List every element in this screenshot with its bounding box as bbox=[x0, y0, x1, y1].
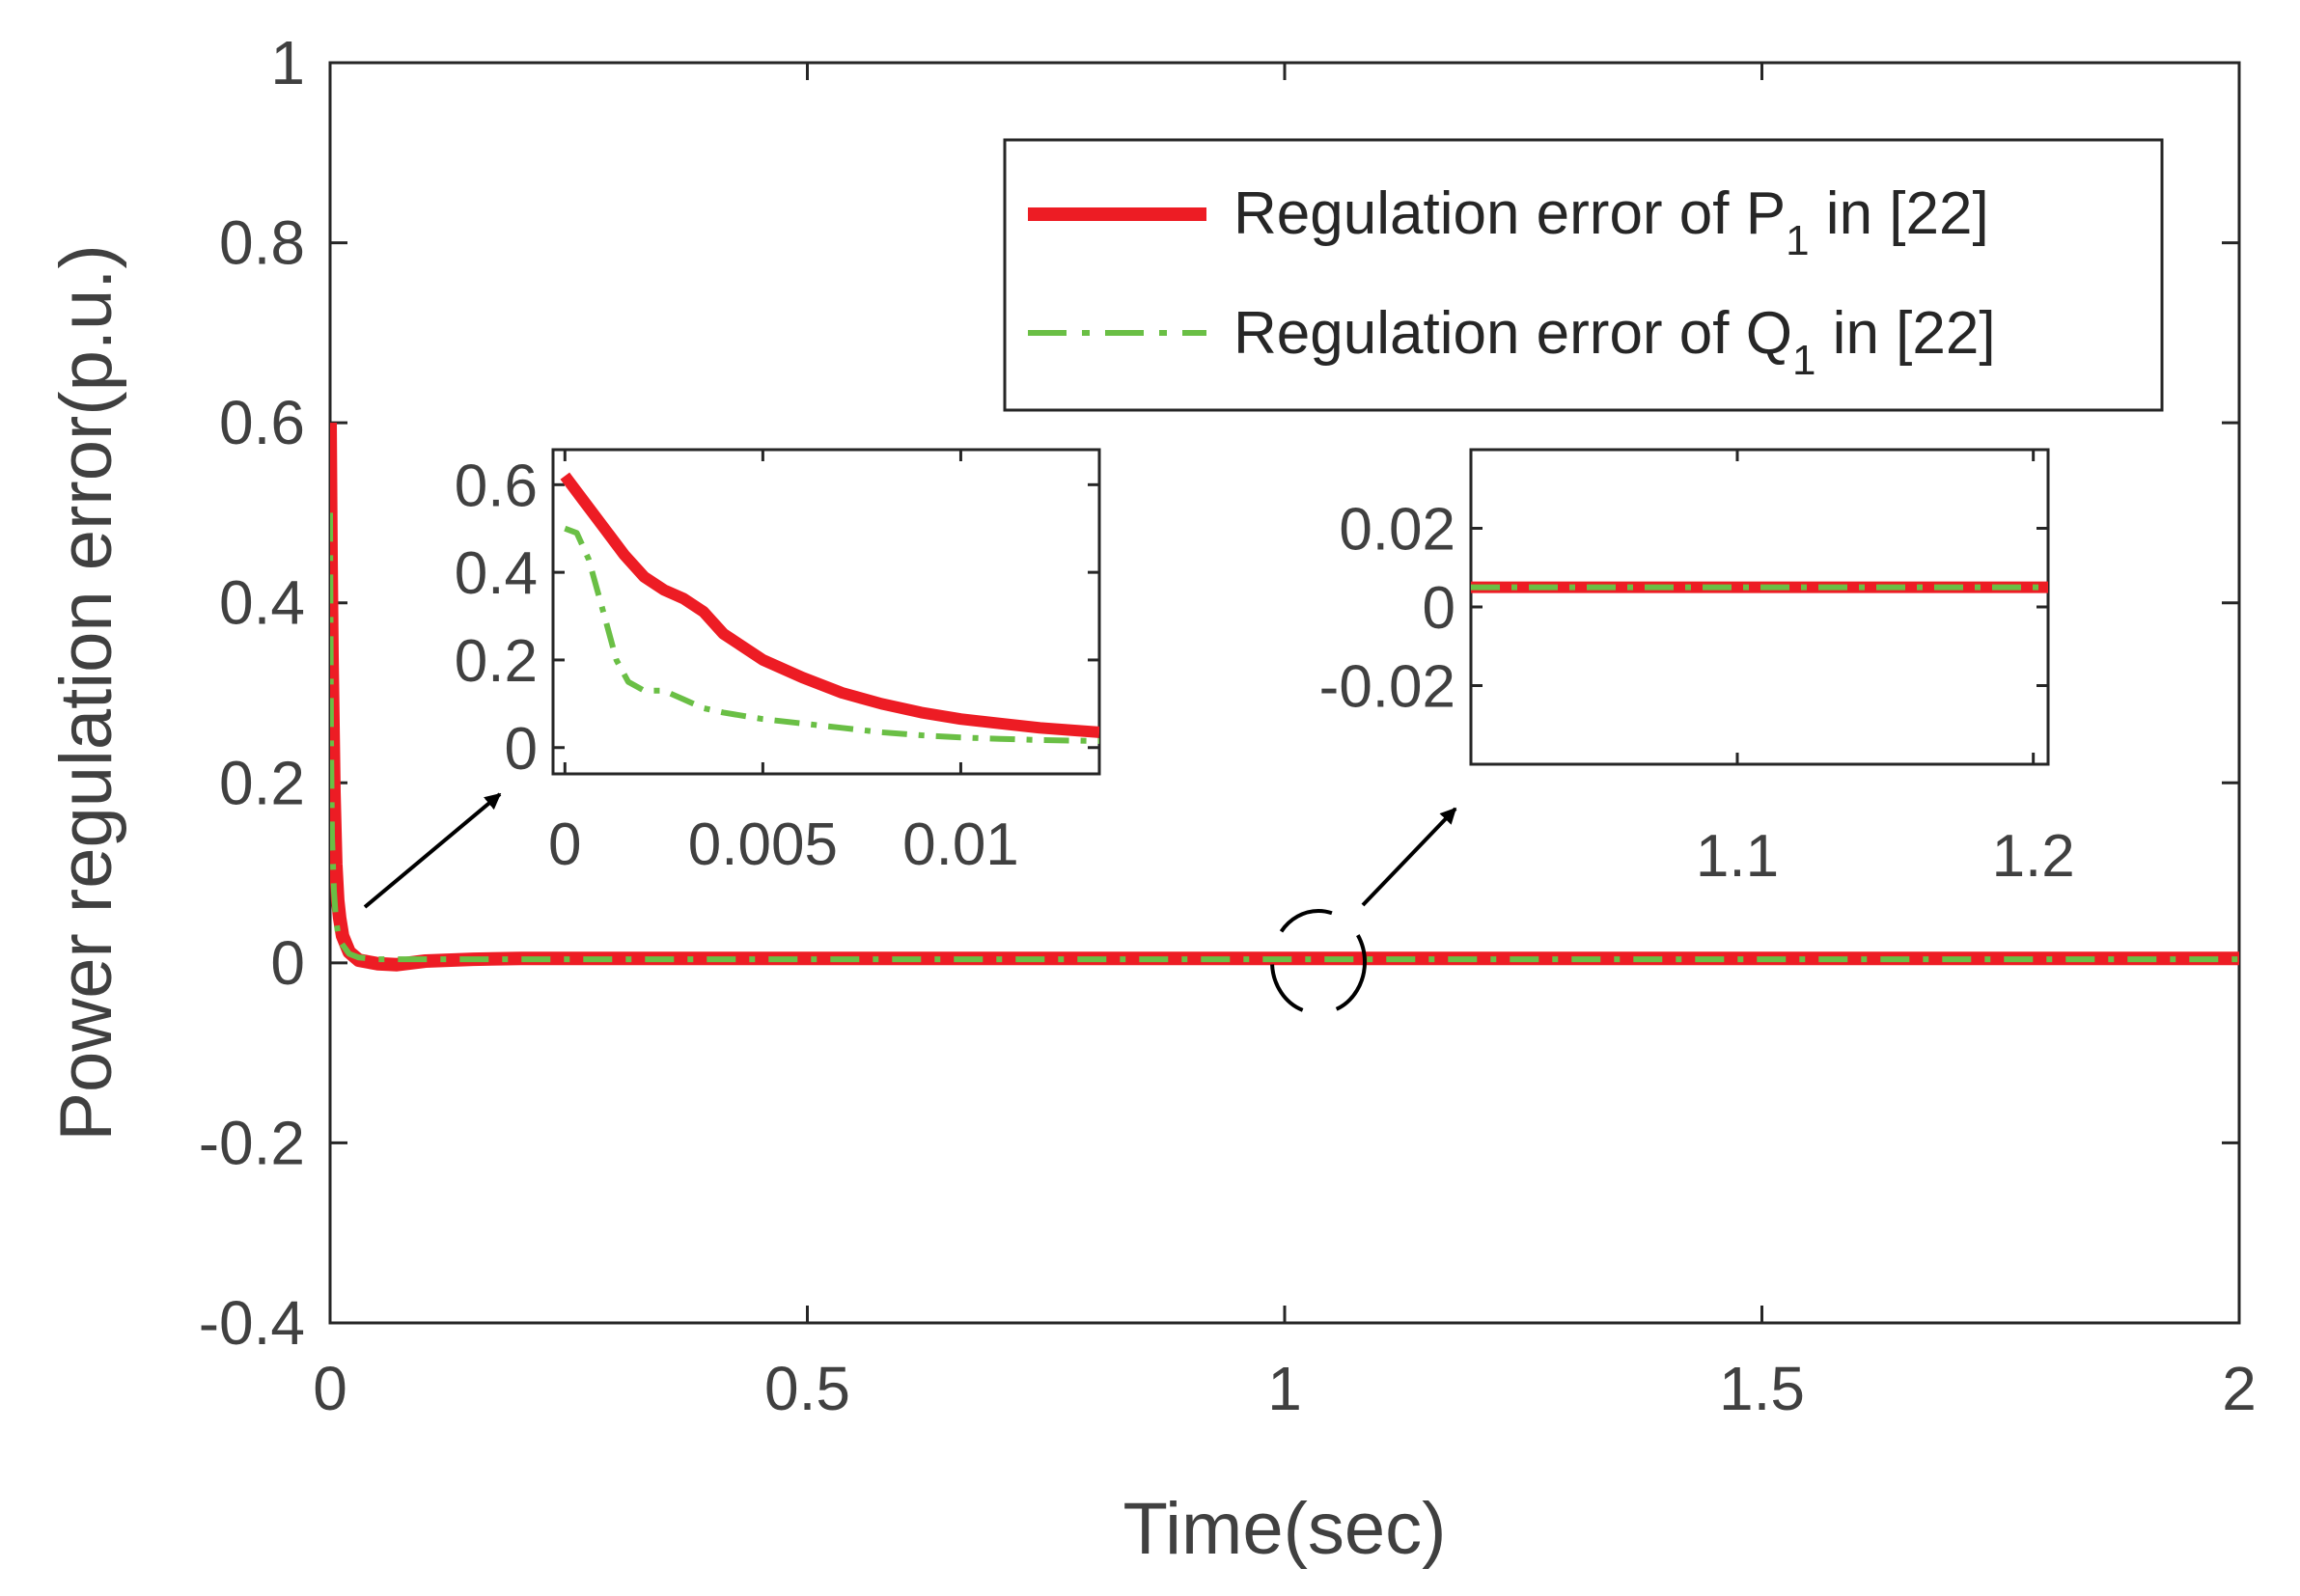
inset1-ticks: 0 0.005 0.01 0 0.2 0.4 0.6 bbox=[455, 450, 1099, 878]
main-ytick-label: 1 bbox=[270, 28, 305, 97]
main-ytick-label: 0.6 bbox=[219, 388, 305, 457]
main-ytick-label: 0.2 bbox=[219, 748, 305, 817]
inset2-ytick-label: 0.02 bbox=[1339, 497, 1455, 564]
y-axis-label: Power regulation error(p.u.) bbox=[45, 244, 127, 1141]
main-xtick-label: 2 bbox=[2222, 1354, 2257, 1423]
inset-zoom-start: 0 0.005 0.01 0 0.2 0.4 0.6 bbox=[455, 448, 1101, 878]
main-ytick-label: 0.8 bbox=[219, 208, 305, 278]
inset1-xtick-label: 0.01 bbox=[902, 812, 1019, 878]
main-xtick-label: 1 bbox=[1267, 1354, 1302, 1423]
main-ytick-label: 0 bbox=[270, 928, 305, 998]
inset1-series bbox=[560, 472, 1099, 744]
x-axis-label: Time(sec) bbox=[1123, 1488, 1447, 1570]
inset1-ytick-label: 0.4 bbox=[455, 540, 538, 607]
main-ytick-label: -0.2 bbox=[199, 1108, 305, 1177]
inset2-xtick-label: 1.2 bbox=[1992, 823, 2075, 890]
inset1-xtick-label: 0.005 bbox=[688, 812, 838, 878]
annotations bbox=[363, 792, 1457, 1015]
inset2-ytick-label: 0 bbox=[1423, 575, 1455, 642]
main-ytick-label: -0.4 bbox=[199, 1288, 305, 1358]
main-xtick-label: 1.5 bbox=[1719, 1354, 1805, 1423]
inset2-ytick-label: -0.02 bbox=[1319, 654, 1455, 721]
main-series-regulation-error-of-q bbox=[330, 512, 2239, 963]
legend-box bbox=[1003, 138, 2164, 412]
main-xtick-label: 0.5 bbox=[764, 1354, 850, 1423]
inset2-plot-area bbox=[1469, 448, 2050, 766]
inset1-ytick-label: 0.6 bbox=[455, 453, 538, 519]
inset-zoom-steady: 1.1 1.2 -0.02 0 0.02 bbox=[1319, 448, 2075, 890]
inset2-xtick-label: 1.1 bbox=[1696, 823, 1779, 890]
legend-q-label: Regulation error of Q1 in [22] bbox=[1233, 300, 1996, 384]
inset2-ticks: 1.1 1.2 -0.02 0 0.02 bbox=[1319, 450, 2075, 890]
dashed-circle-at-t1 bbox=[1270, 909, 1367, 1015]
main-ticks: 0 0.5 1 1.5 2 -0.4 -0.2 0 0.2 0.4 0.6 0.8 1 bbox=[199, 28, 2257, 1423]
legend: Regulation error of P1 in [22] Regulatio… bbox=[1003, 138, 2164, 412]
main-series bbox=[330, 423, 2239, 972]
inset1-series-p1 bbox=[560, 472, 1099, 738]
main-xtick-label: 0 bbox=[313, 1354, 347, 1423]
main-ytick-label: 0.4 bbox=[219, 568, 305, 638]
inset1-xtick-label: 0 bbox=[548, 812, 581, 878]
legend-p-label: Regulation error of P1 in [22] bbox=[1233, 180, 1989, 264]
inset1-series-q1 bbox=[564, 525, 1099, 744]
zoom-arrow-left bbox=[363, 792, 502, 909]
inset1-ytick-label: 0 bbox=[505, 716, 538, 783]
inset1-ytick-label: 0.2 bbox=[455, 628, 538, 695]
zoom-arrow-right bbox=[1361, 807, 1457, 907]
